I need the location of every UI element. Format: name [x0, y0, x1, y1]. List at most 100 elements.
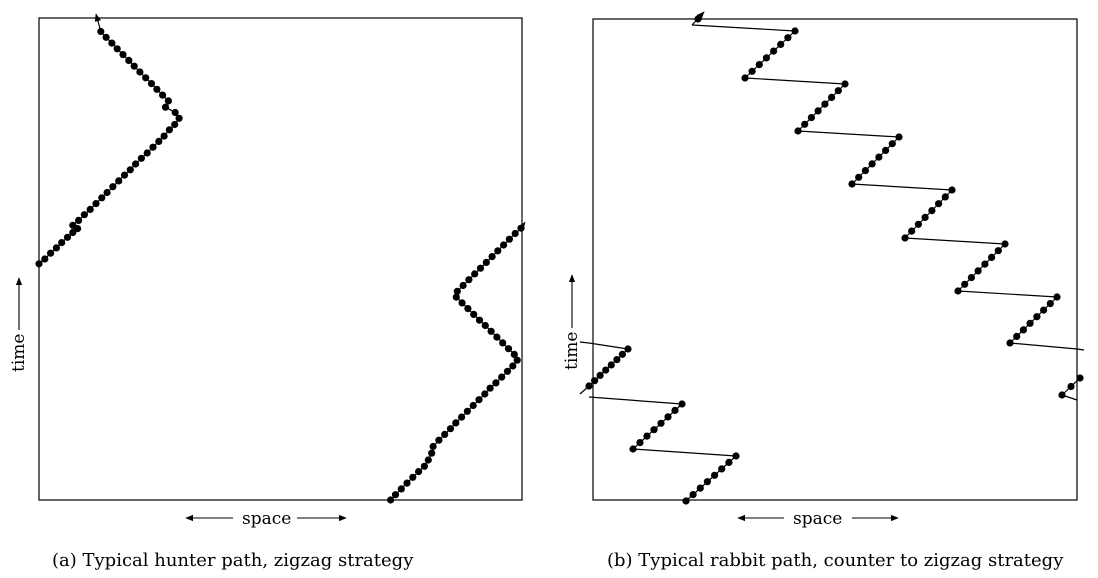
path-point [994, 247, 1002, 255]
path-point [69, 228, 77, 237]
path-point [171, 120, 179, 129]
panel-a-caption: (a) Typical hunter path, zigzag strategy [52, 550, 414, 571]
panel-b-frame [592, 18, 1078, 501]
path-point [613, 356, 621, 364]
path-point [119, 51, 127, 59]
path-point [602, 366, 610, 374]
path-point [770, 47, 778, 55]
path-point [109, 183, 117, 191]
path-point [113, 45, 121, 53]
path-point [86, 205, 94, 213]
path-point [748, 67, 756, 75]
path-point [492, 379, 500, 387]
path-point [636, 439, 644, 447]
path-point [848, 180, 856, 188]
path-point [35, 260, 43, 268]
path-point [458, 413, 466, 421]
path-point [591, 377, 599, 385]
path-point [391, 491, 400, 499]
path-point [954, 287, 962, 295]
panel-a: space time (a) Typical hunter path, zigz… [9, 13, 526, 571]
path-point [446, 425, 455, 433]
path-point [493, 333, 501, 341]
path-point [882, 146, 890, 154]
panel-a-space-axis: space [185, 509, 347, 529]
panel-a-ylabel: time [9, 334, 29, 372]
path-point [928, 207, 936, 215]
path-point [1013, 332, 1021, 340]
path-point [80, 211, 88, 219]
panel-b: space time (b) Typical rabbit path, coun… [562, 11, 1085, 571]
jump-line [632, 448, 737, 457]
path-point [967, 274, 976, 282]
path-point [505, 235, 513, 243]
path-point [469, 401, 477, 410]
path-point [63, 233, 72, 241]
jump-line [1009, 342, 1078, 350]
path-point [494, 247, 502, 255]
path-point [868, 160, 876, 168]
path-point [941, 193, 949, 201]
path-point [961, 280, 969, 288]
path-point [115, 177, 123, 185]
path-point [126, 166, 134, 174]
path-point [161, 103, 170, 111]
path-point [142, 74, 150, 82]
path-point [52, 244, 61, 252]
jump-line [904, 237, 1006, 245]
path-point [1058, 391, 1066, 399]
panel-a-paths [35, 13, 526, 504]
path-point [762, 54, 771, 62]
path-point [153, 85, 161, 93]
path-point [513, 356, 521, 364]
path-line-hunter-lower [390, 221, 526, 501]
path-point [387, 496, 395, 504]
path-point [861, 167, 870, 175]
path-point [159, 91, 167, 99]
path-point [429, 442, 437, 451]
path-point [1053, 293, 1061, 301]
path-point [948, 186, 956, 194]
path-point [974, 267, 982, 275]
path-point [132, 160, 140, 168]
path-point [629, 445, 637, 453]
path-point [147, 80, 156, 88]
path-point [596, 371, 604, 379]
panel-b-xlabel: space [793, 509, 842, 529]
panel-a-xlabel: space [242, 509, 291, 529]
panel-b-paths [579, 11, 1085, 505]
path-point [165, 126, 173, 134]
path-point [435, 436, 443, 444]
path-point [420, 462, 428, 470]
path-point [503, 367, 512, 375]
path-point [908, 227, 916, 235]
jump-line [957, 290, 1058, 298]
path-point [498, 373, 506, 381]
path-point [678, 400, 686, 408]
path-point [711, 471, 719, 479]
panel-a-frame [38, 17, 523, 501]
path-point [1076, 374, 1084, 382]
path-point [696, 484, 704, 492]
path-point [784, 34, 792, 42]
path-point [486, 384, 494, 392]
path-point [143, 149, 151, 157]
path-point [125, 56, 133, 64]
path-point [689, 491, 697, 499]
jump-line [588, 342, 629, 350]
path-point [1067, 382, 1075, 391]
path-point [643, 432, 651, 440]
path-point [441, 430, 449, 438]
wrap-line [1076, 348, 1085, 351]
path-point [470, 310, 478, 318]
path-point [901, 234, 909, 242]
jump-line [588, 396, 683, 405]
path-point [671, 406, 679, 414]
path-point [475, 316, 484, 324]
panel-b-ylabel: time [562, 332, 582, 370]
path-point [895, 133, 903, 141]
path-point [137, 154, 145, 162]
path-point [650, 426, 658, 434]
path-point [471, 270, 479, 278]
